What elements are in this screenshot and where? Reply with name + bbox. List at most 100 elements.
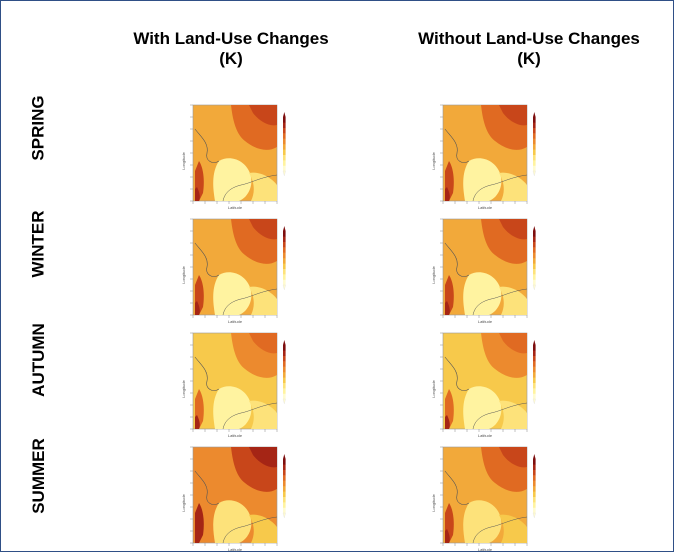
colorbar-segment — [533, 486, 536, 492]
colorbar-segment — [533, 279, 536, 286]
colorbar-segment — [283, 258, 286, 264]
row-label-text: WINTER — [29, 210, 49, 278]
colorbar-segment — [283, 279, 286, 286]
colorbar-segment — [533, 382, 536, 389]
colorbar-segment — [533, 241, 536, 248]
colorbar-segment — [533, 507, 536, 514]
colorbar-segment — [283, 160, 286, 166]
colorbar-segment — [533, 258, 536, 264]
colorbar-segment — [533, 491, 536, 497]
colorbar-segment — [283, 377, 286, 383]
colorbar-segment — [283, 382, 286, 389]
colorbar-segment — [283, 372, 286, 378]
colorbar-segment — [533, 355, 536, 362]
colorbar-segment — [283, 138, 286, 145]
colorbar-segment — [283, 507, 286, 514]
colorbar-segment — [283, 236, 286, 242]
colorbar-segment — [533, 122, 536, 128]
map-panel-autumn-with: Longitude Latitude — [179, 329, 289, 439]
map-panel-spring-without: Longitude Latitude — [429, 101, 539, 211]
temperature-field — [442, 104, 528, 202]
colorbar-segment — [283, 231, 286, 237]
colorbar-segment — [283, 393, 286, 400]
colorbar — [532, 112, 536, 177]
column-header-line1: Without Land-Use Changes — [418, 29, 640, 48]
map-panel-summer-without: Longitude Latitude — [429, 443, 539, 553]
axis-ticks — [440, 104, 528, 204]
row-label-summer: SUMMER — [25, 421, 53, 531]
map-panel-summer-with: Longitude Latitude — [179, 443, 289, 553]
y-axis-label: Longitude — [181, 151, 186, 169]
colorbar-segment — [533, 133, 536, 139]
colorbar-segment — [533, 160, 536, 166]
y-axis-label: Longitude — [431, 493, 436, 511]
colorbar-segment — [283, 491, 286, 497]
colorbar-segment — [283, 361, 286, 367]
colorbar — [532, 226, 536, 291]
axis-ticks — [190, 332, 278, 432]
colorbar-segment — [533, 127, 536, 134]
map-panel-spring-with: Longitude Latitude — [179, 101, 289, 211]
colorbar — [282, 340, 286, 405]
colorbar-segment — [533, 149, 536, 155]
colorbar-segment — [283, 241, 286, 248]
colorbar-segment — [283, 144, 286, 150]
colorbar-segment — [533, 361, 536, 367]
temperature-field — [442, 218, 528, 316]
x-axis-label: Latitude — [478, 433, 493, 438]
y-axis-label: Longitude — [181, 265, 186, 283]
y-axis-label: Longitude — [181, 493, 186, 511]
column-header-line1: With Land-Use Changes — [133, 29, 329, 48]
colorbar-segment — [283, 480, 286, 487]
colorbar-segment — [533, 464, 536, 470]
colorbar-segment — [283, 149, 286, 155]
colorbar-segment — [283, 350, 286, 356]
colorbar-segment — [283, 165, 286, 172]
colorbar — [282, 112, 286, 177]
colorbar-segment — [533, 350, 536, 356]
axis-ticks — [190, 218, 278, 318]
colorbar-segment — [533, 372, 536, 378]
row-label-winter: WINTER — [25, 189, 53, 299]
colorbar-segment — [283, 502, 286, 508]
map-panel-winter-with: Longitude Latitude — [179, 215, 289, 325]
row-label-spring: SPRING — [25, 73, 53, 183]
colorbar-segment — [283, 366, 286, 373]
colorbar-segment — [283, 464, 286, 470]
colorbar-segment — [533, 263, 536, 269]
colorbar-segment — [283, 475, 286, 481]
y-axis-label: Longitude — [431, 265, 436, 283]
column-header-unit: (K) — [517, 49, 541, 68]
colorbar-segment — [533, 268, 536, 275]
x-axis-label: Latitude — [478, 319, 493, 324]
colorbar — [282, 454, 286, 519]
colorbar-segment — [283, 345, 286, 351]
row-label-text: AUTUMN — [29, 323, 48, 397]
colorbar-segment — [283, 263, 286, 269]
colorbar-segment — [533, 469, 536, 476]
colorbar — [282, 226, 286, 291]
colorbar-segment — [533, 144, 536, 150]
colorbar-segment — [283, 247, 286, 253]
colorbar-segment — [533, 459, 536, 465]
colorbar-segment — [283, 486, 286, 492]
colorbar-segment — [283, 496, 286, 503]
axis-ticks — [440, 218, 528, 318]
colorbar-segment — [283, 133, 286, 139]
colorbar-segment — [533, 345, 536, 351]
colorbar-segment — [533, 252, 536, 259]
colorbar-segment — [533, 496, 536, 503]
row-label-text: SUMMER — [29, 438, 48, 514]
axis-ticks — [190, 104, 278, 204]
column-header-unit: (K) — [219, 49, 243, 68]
x-axis-label: Latitude — [478, 205, 493, 210]
row-label-text: SPRING — [29, 95, 48, 161]
colorbar-segment — [283, 154, 286, 161]
temperature-field — [192, 446, 278, 544]
temperature-field — [442, 446, 528, 544]
colorbar-segment — [533, 366, 536, 373]
y-axis-label: Longitude — [431, 379, 436, 397]
y-axis-label: Longitude — [181, 379, 186, 397]
colorbar-segment — [533, 377, 536, 383]
